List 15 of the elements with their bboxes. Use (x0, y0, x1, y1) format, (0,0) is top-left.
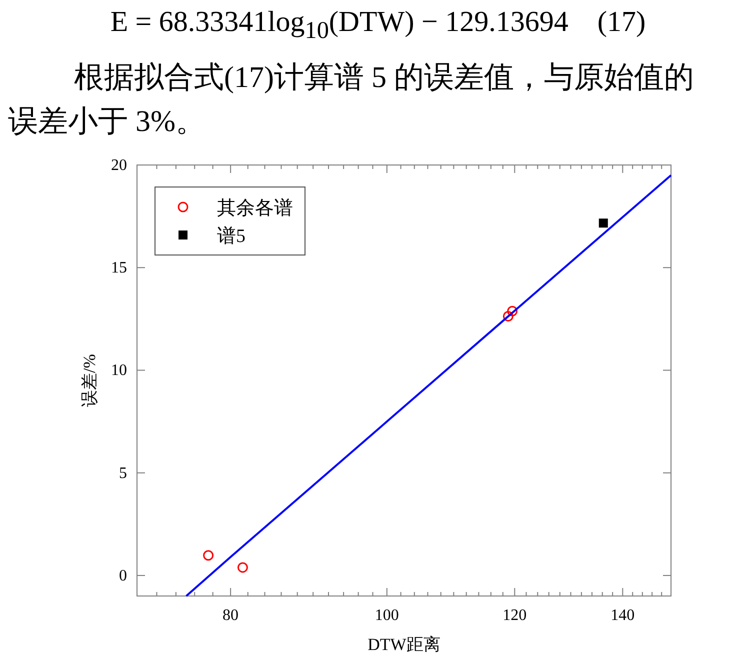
x-tick-label: 140 (610, 607, 635, 624)
text: 根据拟合式(17)计算谱 5 的误差值，与原始值的误差小于 3%。 (8, 60, 695, 140)
legend-label: 其余各谱 (217, 197, 293, 219)
x-tick-label: 120 (502, 607, 527, 624)
y-tick-label: 0 (119, 567, 127, 584)
legend-label: 谱5 (217, 225, 246, 247)
x-tick-label: 100 (374, 607, 399, 624)
y-tick-label: 10 (111, 362, 127, 380)
y-tick-label: 20 (111, 157, 127, 174)
y-tick-label: 15 (111, 260, 127, 277)
text: E = 68.33341log$_{10}$(DTW) − 129.13694 (17) (109, 6, 647, 45)
y-tick-label: 5 (119, 464, 127, 482)
x-tick-label: 80 (222, 607, 239, 624)
x-axis-title: DTW距离 (368, 635, 440, 654)
y-axis-title: 误差/% (80, 354, 99, 407)
